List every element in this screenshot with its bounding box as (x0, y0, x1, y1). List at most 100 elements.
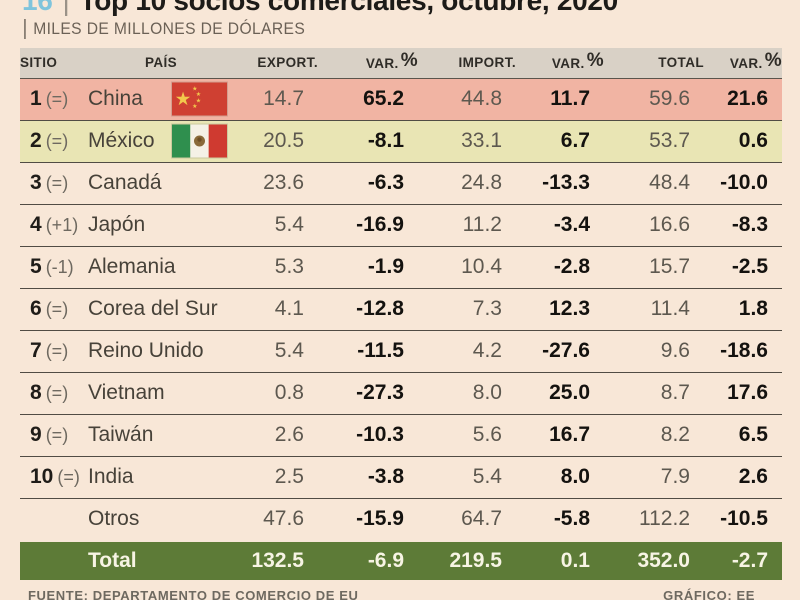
total-var-value: -10.5 (720, 506, 768, 530)
figure-number: 16 (22, 0, 53, 16)
percent-sign: % (764, 49, 782, 71)
import-var-value: -3.4 (553, 213, 590, 236)
table-row-vietnam: 8 (=) Vietnam 0.8 -27.3 8.0 25.0 8.7 17.6 (20, 372, 782, 414)
country-cell: Taiwán (82, 414, 240, 456)
percent-sign: % (400, 49, 418, 71)
total-value: 8.7 (660, 381, 690, 404)
rank-change: (=) (45, 89, 69, 109)
export-var-value: -6.9 (367, 548, 404, 572)
export-value: 23.6 (263, 171, 304, 194)
total-value: 9.6 (660, 339, 690, 362)
col-header-export: EXPORT. (240, 48, 318, 79)
svg-text:★: ★ (192, 86, 198, 93)
total-var-value: 17.6 (727, 381, 768, 404)
col-header-total: TOTAL (604, 48, 704, 79)
export-value: 132.5 (251, 548, 304, 572)
country-cell: México (82, 120, 240, 162)
svg-text:★: ★ (192, 103, 198, 110)
import-value: 24.8 (461, 171, 502, 194)
rank-cell: 4 (+1) (30, 213, 79, 236)
import-value: 64.7 (461, 506, 502, 530)
rank-change: (=) (45, 383, 69, 403)
import-value: 219.5 (449, 548, 502, 572)
export-value: 0.8 (274, 381, 304, 404)
table-row-india: 10 (=) India 2.5 -3.8 5.4 8.0 7.9 2.6 (20, 456, 782, 498)
subtitle-units: MILES DE MILLONES DE DÓLARES (24, 19, 305, 39)
total-value: 48.4 (649, 171, 690, 194)
import-var-value: -5.8 (553, 506, 590, 530)
col-header-var-import: VAR.% (516, 48, 604, 79)
export-value: 20.5 (263, 129, 304, 152)
rank-cell: 10 (=) (30, 465, 80, 488)
export-var-value: -6.3 (367, 171, 404, 194)
rank-cell: 7 (=) (30, 339, 69, 362)
table-row-mexico: 2 (=) México 20.5 -8.1 33.1 6.7 53.7 0.6 (20, 120, 782, 162)
import-var-value: -13.3 (542, 171, 590, 194)
total-var-value: -2.5 (731, 255, 768, 278)
country-cell: China ★ ★ ★ ★ ★ (82, 78, 240, 120)
rank-change: (=) (45, 173, 69, 193)
import-var-value: 25.0 (549, 381, 590, 404)
import-var-value: -27.6 (542, 339, 590, 362)
total-value: 11.4 (650, 297, 690, 320)
country-cell: Otros (82, 498, 240, 540)
export-value: 4.1 (274, 297, 304, 320)
export-var-value: -1.9 (367, 255, 404, 278)
total-value: 7.9 (660, 465, 690, 488)
page-title: Top 10 socios comerciales, octubre, 2020 (79, 0, 619, 16)
export-var-value: -10.3 (356, 423, 404, 446)
export-value: 14.7 (263, 87, 304, 110)
rank-change: (=) (45, 341, 69, 361)
export-value: 2.6 (274, 423, 304, 446)
col-header-import: IMPORT. (418, 48, 516, 79)
svg-text:★: ★ (196, 91, 202, 98)
export-var-value: -11.5 (357, 339, 404, 362)
import-var-value: 0.1 (560, 548, 590, 572)
table-row-total: Total 132.5 -6.9 219.5 0.1 352.0 -2.7 (20, 540, 782, 580)
country-cell: Alemania (82, 246, 240, 288)
total-value: 15.7 (649, 255, 690, 278)
country-cell: Reino Unido (82, 330, 240, 372)
import-var-value: -2.8 (553, 255, 590, 278)
export-var-value: -15.9 (356, 506, 404, 530)
export-value: 2.5 (274, 465, 304, 488)
rank-cell: 9 (=) (30, 423, 69, 446)
import-value: 5.6 (472, 423, 502, 446)
rank-cell: 8 (=) (30, 381, 69, 404)
export-var-value: -8.1 (367, 129, 404, 152)
country-name: México (88, 129, 155, 152)
country-name: Taiwán (88, 423, 154, 446)
export-value: 5.3 (274, 255, 304, 278)
country-name: China (88, 87, 143, 110)
rank-cell: 1 (=) (30, 87, 69, 110)
table-row-reino-unido: 7 (=) Reino Unido 5.4 -11.5 4.2 -27.6 9.6… (20, 330, 782, 372)
svg-text:★: ★ (196, 97, 202, 104)
masthead-separator: | (62, 0, 70, 16)
rank-change: (-1) (45, 257, 74, 277)
country-cell: Canadá (82, 162, 240, 204)
import-value: 4.2 (472, 339, 502, 362)
export-var-value: -12.8 (356, 297, 404, 320)
country-cell: Vietnam (82, 372, 240, 414)
rank-cell: 6 (=) (30, 297, 69, 320)
source-credit: FUENTE: DEPARTAMENTO DE COMERCIO DE EU (28, 588, 359, 600)
table-row-japon: 4 (+1) Japón 5.4 -16.9 11.2 -3.4 16.6 -8.… (20, 204, 782, 246)
import-var-value: 8.0 (560, 465, 590, 488)
country-name: Vietnam (88, 381, 165, 404)
import-var-value: 16.7 (549, 423, 590, 446)
col-header-var-total: VAR.% (704, 48, 782, 79)
rank-change: (+1) (45, 215, 79, 235)
total-var-value: -18.6 (720, 339, 768, 362)
table-row-china: 1 (=) China ★ ★ ★ ★ ★ 14.7 65.2 44.8 11.7… (20, 78, 782, 120)
total-var-value: 6.5 (738, 423, 768, 446)
total-value: 352.0 (637, 548, 690, 572)
total-var-value: -8.3 (731, 213, 768, 236)
total-var-value: -10.0 (720, 171, 768, 194)
table-row-corea-del-sur: 6 (=) Corea del Sur 4.1 -12.8 7.3 12.3 11… (20, 288, 782, 330)
export-var-value: -3.8 (367, 465, 404, 488)
total-var-value: 1.8 (738, 297, 768, 320)
col-header-var-export: VAR.% (318, 48, 418, 79)
country-name: Canadá (88, 171, 162, 194)
rank-cell: 2 (=) (30, 129, 69, 152)
